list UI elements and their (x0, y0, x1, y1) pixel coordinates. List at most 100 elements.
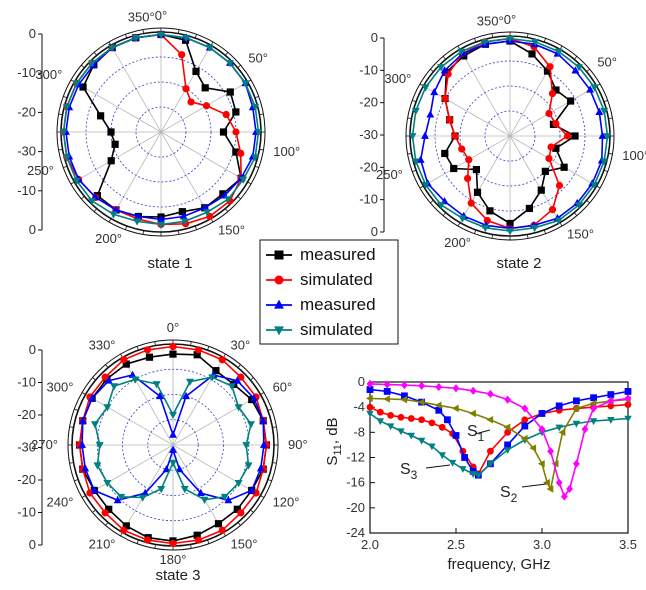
data-point-measured (134, 212, 143, 220)
data-point-measured (472, 165, 481, 174)
data-point-simulated (120, 356, 128, 364)
data-point-simulated (62, 154, 71, 162)
data-point-simulated (574, 64, 583, 72)
data-point-simulated (239, 176, 248, 184)
data-point-measured (104, 376, 113, 384)
polar-ring-tick (526, 33, 529, 38)
y-tick-label: -20 (346, 500, 365, 515)
polar-spoke (509, 135, 597, 187)
data-point-simulated (242, 442, 251, 450)
polar-ring-tick (224, 52, 229, 56)
data-point-simulated (481, 224, 490, 233)
radial-tick-label: -10 (17, 505, 36, 520)
s11-data-point-3 (551, 460, 559, 468)
data-point-simulated (574, 202, 583, 210)
angle-label: 150° (567, 227, 594, 242)
legend: measured simulated measured simulated (259, 239, 399, 345)
polar-ring-tick (177, 230, 180, 235)
s11-data-point-2 (397, 428, 405, 436)
angle-label: 30° (231, 337, 251, 352)
s11-data-point-2 (438, 452, 446, 460)
s11-data-point-0 (438, 423, 446, 431)
data-point-simulated (169, 539, 177, 548)
annotation-arrow (474, 429, 491, 435)
polar-ring-tick (237, 364, 241, 368)
data-point-simulated (203, 209, 212, 217)
s11-data-point-4 (573, 459, 580, 468)
s11-data-point-4 (366, 379, 374, 388)
data-point-simulated (251, 103, 260, 112)
data-point-simulated (408, 133, 417, 141)
data-point-simulated (483, 216, 491, 225)
polar-spoke (74, 131, 162, 183)
s11-data-point-0 (407, 415, 415, 422)
data-point-measured (169, 350, 177, 358)
data-point-measured (201, 84, 209, 92)
angle-label: 100° (622, 148, 646, 163)
data-point-simulated (232, 128, 240, 136)
x-axis-label: frequency, GHz (447, 556, 550, 573)
data-point-measured (226, 88, 234, 96)
data-point-simulated (451, 132, 459, 140)
data-point-simulated (590, 84, 599, 92)
polar-ring-tick (142, 29, 145, 34)
polar-ring-tick (105, 364, 109, 368)
s11-data-point-4 (547, 447, 554, 456)
data-point-measured (486, 207, 494, 215)
radial-tick-label: 0 (371, 30, 378, 45)
polar-ring-tick (272, 462, 277, 464)
s11-data-point-2 (572, 420, 581, 428)
polar-ring-tick (93, 208, 98, 212)
s11-data-point-4 (624, 394, 632, 403)
data-point-simulated (117, 493, 126, 502)
annotation-arrow (425, 464, 451, 469)
polar-ring-tick (442, 56, 447, 60)
data-point-measured (506, 219, 514, 228)
data-point-simulated (178, 51, 186, 59)
data-point-simulated (194, 346, 203, 354)
radial-tick-label: -20 (359, 95, 378, 110)
polar-ring-tick (267, 479, 272, 482)
polar-ring-tick (559, 222, 563, 227)
s11-data-point-0 (487, 447, 494, 455)
polar-ring-tick (142, 230, 145, 235)
radial-tick-label: -20 (359, 159, 378, 174)
s11-data-point-4 (521, 404, 529, 413)
polar-ring-tick (430, 68, 434, 73)
radial-tick-label: -10 (17, 183, 36, 198)
s11-data-point-1 (538, 410, 546, 417)
polar-ring-tick (154, 544, 156, 549)
s11-data-point-1 (435, 406, 443, 414)
s11-data-point-0 (376, 408, 384, 416)
data-point-simulated (90, 421, 99, 429)
polar-grid-circle (147, 419, 199, 471)
s11-data-point-4 (560, 492, 568, 501)
s11-data-point-3 (543, 478, 550, 487)
data-point-measured (111, 140, 119, 148)
data-point-measured (107, 157, 115, 165)
polar-ring-tick (573, 212, 578, 216)
data-point-measured (233, 505, 241, 513)
data-point-measured (179, 212, 188, 220)
data-point-measured (79, 83, 87, 91)
data-point-measured (175, 465, 184, 473)
angle-label: 0° (167, 320, 179, 335)
data-point-measured (232, 108, 240, 116)
data-point-simulated (411, 107, 420, 116)
data-point-measured (78, 440, 87, 448)
s11-data-point-3 (589, 399, 597, 408)
data-point-measured (169, 445, 177, 453)
s11-plot: 0 -4 -8 -12 -16 -20 -242.0 2.5 3.0 3.5 frequency, … (324, 374, 637, 573)
data-point-simulated (545, 109, 553, 118)
y-tick-label: -16 (346, 475, 365, 490)
data-point-measured (426, 110, 435, 118)
s11-data-point-4 (401, 381, 408, 390)
plot-caption: state 1 (147, 255, 192, 272)
polar-ring-tick (125, 34, 128, 39)
polar-ring-tick (457, 222, 461, 227)
polar-grid-circle (484, 110, 536, 162)
data-point-simulated (234, 404, 243, 412)
s11-data-point-3 (486, 416, 494, 424)
data-point-simulated (202, 102, 211, 110)
